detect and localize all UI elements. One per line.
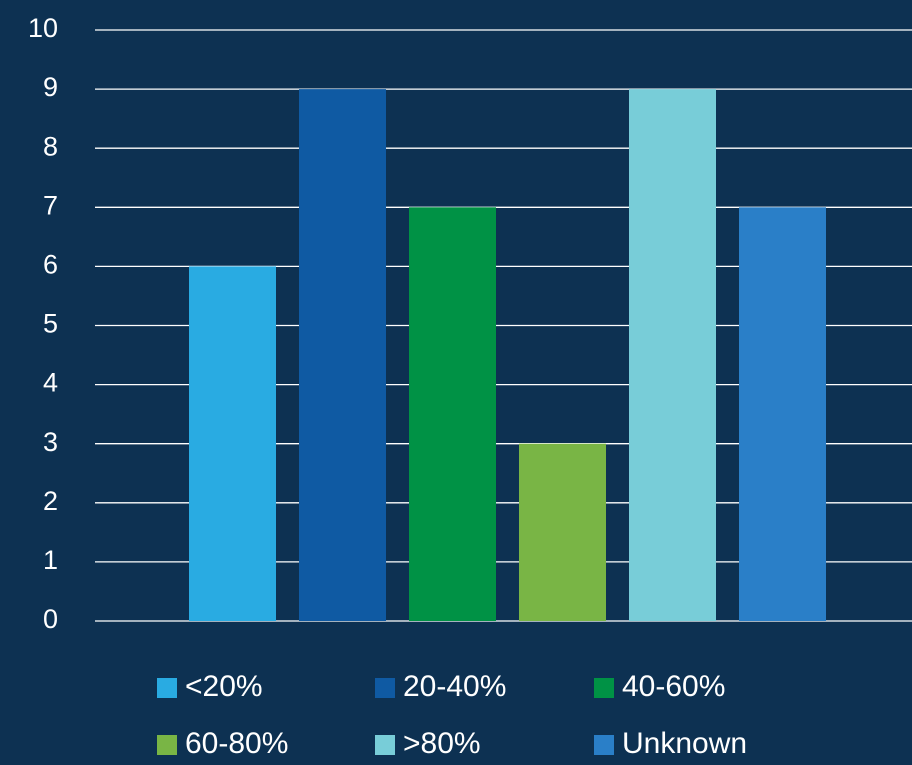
bar [629,89,716,622]
y-tick-label: 4 [43,368,58,398]
y-tick-label: 5 [43,309,58,339]
y-tick-label: 10 [28,13,58,43]
legend-swatch [375,735,395,755]
legend-swatch [157,678,177,698]
y-tick-label: 8 [43,131,58,161]
legend-label: 60-80% [185,727,288,760]
legend-swatch [594,735,614,755]
legend-label: >80% [403,727,481,760]
bar [409,207,496,622]
bar [189,266,276,621]
legend-swatch [157,735,177,755]
legend-label: 40-60% [622,670,725,703]
bar [519,443,606,621]
legend-label: <20% [185,670,263,703]
bar [299,89,386,622]
legend-swatch [594,678,614,698]
legend-label: 20-40% [403,670,506,703]
y-tick-label: 7 [43,190,58,220]
y-tick-label: 0 [43,604,58,634]
y-tick-label: 2 [43,486,58,516]
y-tick-label: 1 [43,545,58,575]
y-tick-label: 9 [43,72,58,102]
legend-label: Unknown [622,727,747,760]
legend-swatch [375,678,395,698]
y-tick-label: 3 [43,427,58,457]
y-tick-label: 6 [43,250,58,280]
bar [739,207,826,622]
